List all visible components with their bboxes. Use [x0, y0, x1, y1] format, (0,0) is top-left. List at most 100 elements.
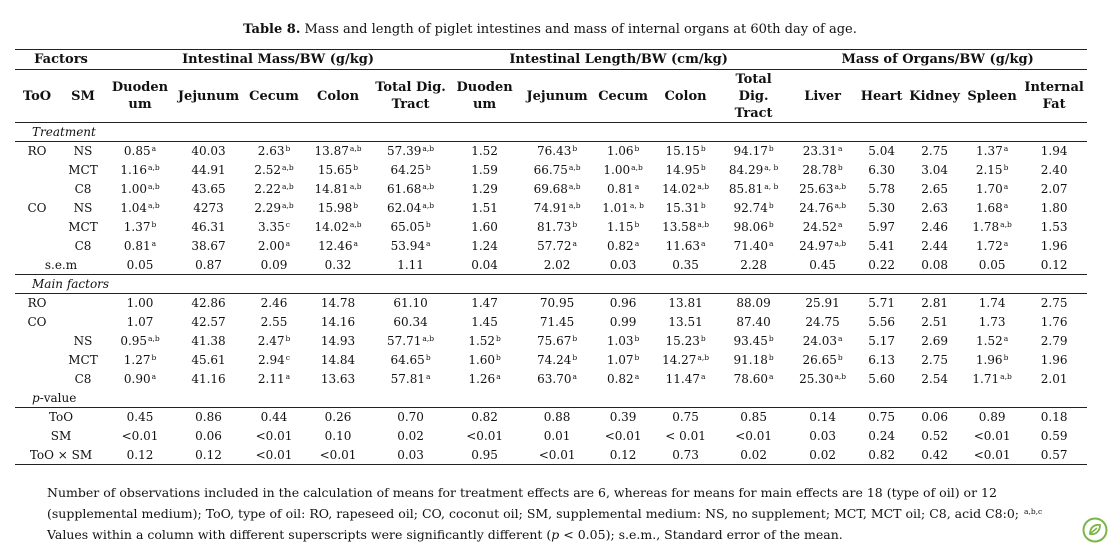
table-cell: 0.01 [520, 427, 594, 446]
cell-value: 1.37 [976, 144, 1003, 159]
cell-value: 85.81 [728, 182, 764, 196]
table-cell: 42.57 [173, 313, 244, 332]
cell-value: 0.02 [397, 429, 424, 443]
cell-value: 6.30 [868, 163, 895, 177]
table-cell: 69.68a,b [520, 180, 594, 199]
table-cell: 0.52 [906, 427, 963, 446]
cell-superscript: a,b [148, 201, 160, 210]
cell-value: 2.22 [254, 182, 282, 196]
table-cell: 66.75a,b [520, 161, 594, 180]
cell-value: 1.94 [1040, 144, 1068, 159]
cell-value: 0.45 [809, 257, 836, 272]
cell-superscript: a,b [568, 163, 581, 172]
table-cell: 81.73b [520, 218, 594, 237]
cell-value: SM [50, 429, 72, 443]
cell-value: <0.01 [735, 429, 772, 443]
cell-value: 1.72 [976, 239, 1003, 253]
cell-value: 2.54 [921, 372, 948, 386]
cell-superscript: a,b [1000, 372, 1012, 381]
cell-value: 2.07 [1040, 182, 1068, 196]
cell-value: 78.60 [733, 372, 769, 386]
cell-value: 0.39 [609, 410, 637, 425]
cell-value: 15.65 [317, 163, 353, 177]
table-cell: 57.72a [520, 237, 594, 256]
cell-value: 2.65 [921, 182, 948, 196]
column-header: ToO [15, 69, 59, 123]
table-cell: 1.45 [449, 313, 520, 332]
table-cell: 0.35 [652, 255, 720, 275]
footnote-superscripts: a,b,c [1023, 507, 1043, 516]
table-cell: 13.51 [652, 313, 719, 332]
cell-value: MCT [68, 163, 98, 177]
cell-superscript: c [285, 353, 290, 362]
table-cell: 24.75 [788, 313, 857, 332]
cell-superscript: b [768, 220, 774, 229]
column-header: Duoden um [449, 69, 521, 123]
cell-value: 0.02 [740, 447, 767, 462]
cell-value: 42.86 [191, 296, 226, 311]
table-cell: 0.95 [449, 445, 521, 465]
table-cell: 0.70 [372, 408, 449, 427]
table-cell: 84.29a, b [719, 161, 788, 180]
cell-value: 14.81 [314, 182, 349, 196]
cell-value: 12.46 [318, 239, 353, 253]
cell-value: 2.11 [257, 372, 285, 386]
cell-value: 0.82 [606, 372, 634, 386]
cell-superscript: a,b [834, 182, 847, 191]
cell-value: 2.81 [921, 296, 948, 311]
table-cell: 5.04 [857, 142, 906, 161]
table-cell: 1.29 [449, 180, 520, 199]
table-cell: 76.43b [520, 142, 594, 161]
table-row: C8 1.00a,b 43.65 2.22a,b 14.81a,b 61.68a,b 1.2… [15, 180, 1087, 199]
table-cell: 0.12 [594, 445, 653, 465]
cell-value: 1.78 [972, 220, 1000, 234]
cell-superscript: a [769, 372, 774, 381]
table-cell: 98.06b [719, 218, 788, 237]
cell-superscript: b [634, 220, 640, 229]
cell-value: 98.06 [733, 220, 768, 234]
cell-superscript: b [425, 353, 431, 362]
cell-value: 24.76 [799, 201, 834, 215]
table-cell: 0.12 [107, 445, 174, 465]
cell-superscript: b [572, 220, 578, 229]
table-cell: 71.40a [719, 237, 788, 256]
table-row: MCT 1.27b 45.61 2.94c 14.84 64.65b 1.60b 74.24b… [15, 351, 1087, 370]
cell-value: <0.01 [466, 429, 503, 443]
table-cell: 0.89 [963, 408, 1021, 427]
cell-value: NS [73, 334, 93, 348]
section-p-value-label: p-value [15, 388, 1088, 408]
table-cell: 14.78 [304, 294, 372, 313]
cell-value: 64.25 [390, 163, 425, 177]
cell-superscript: a,b [148, 182, 160, 191]
table-cell: 2.15b [963, 161, 1021, 180]
factor-sm: C8 [59, 370, 107, 389]
cell-value: 13.87 [314, 144, 349, 159]
column-header: Spleen [963, 69, 1022, 123]
table-cell: 65.05b [372, 218, 449, 237]
table-cell: 87.40 [719, 313, 788, 332]
table-cell: 57.39a,b [372, 142, 449, 161]
table-cell: 2.75 [906, 142, 963, 161]
table-cell: 0.32 [304, 255, 373, 275]
table-cell: 1.47 [449, 294, 520, 313]
cell-superscript: a [496, 372, 501, 381]
column-header: Jejunum [173, 69, 245, 123]
cell-value: 1.00 [603, 163, 631, 177]
cell-value: 0.52 [921, 429, 948, 443]
cell-value: 0.96 [609, 296, 637, 311]
cell-value: 5.60 [868, 372, 895, 386]
factor-sm: NS [59, 332, 107, 351]
cell-value: 15.31 [665, 201, 700, 215]
table-cell: 70.95 [520, 294, 594, 313]
cell-value: 41.38 [191, 334, 226, 348]
table-cell: 15.15b [652, 142, 719, 161]
table-cell: 1.51 [449, 199, 520, 218]
table-cell: <0.01 [719, 427, 788, 446]
cell-superscript: b [572, 144, 578, 154]
cell-value: 0.88 [543, 410, 571, 425]
table-cell: 2.63 [906, 199, 963, 218]
cell-superscript: a, b [629, 201, 644, 210]
table-cell: 92.74b [719, 199, 788, 218]
table-cell: 0.99 [594, 313, 652, 332]
cell-value: 1.15 [606, 220, 634, 234]
